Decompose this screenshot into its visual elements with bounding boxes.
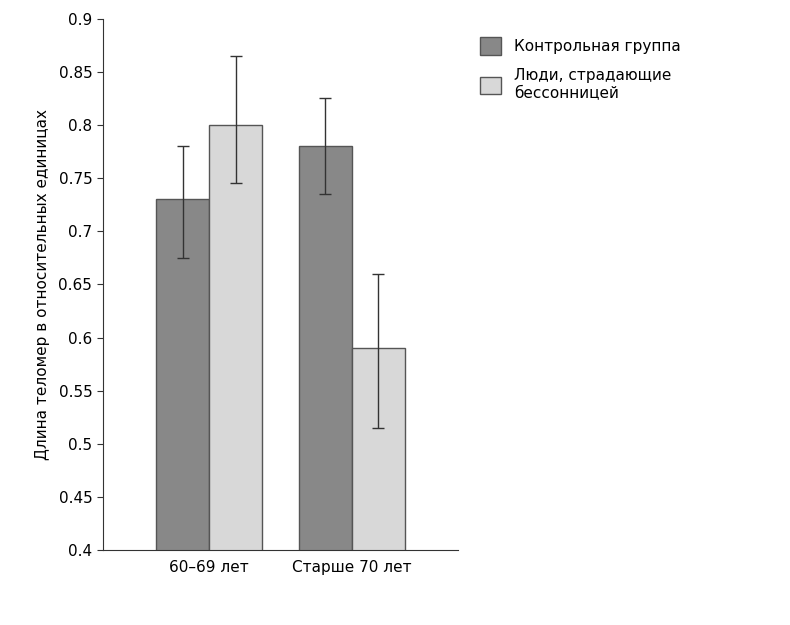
Y-axis label: Длина теломер в относительных единицах: Длина теломер в относительных единицах [35,109,50,460]
Bar [156,199,209,625]
Bar [209,125,262,625]
Bar [299,146,352,625]
Legend: Контрольная группа, Люди, страдающие
бессонницей: Контрольная группа, Люди, страдающие бес… [480,37,680,101]
Bar [352,348,405,625]
